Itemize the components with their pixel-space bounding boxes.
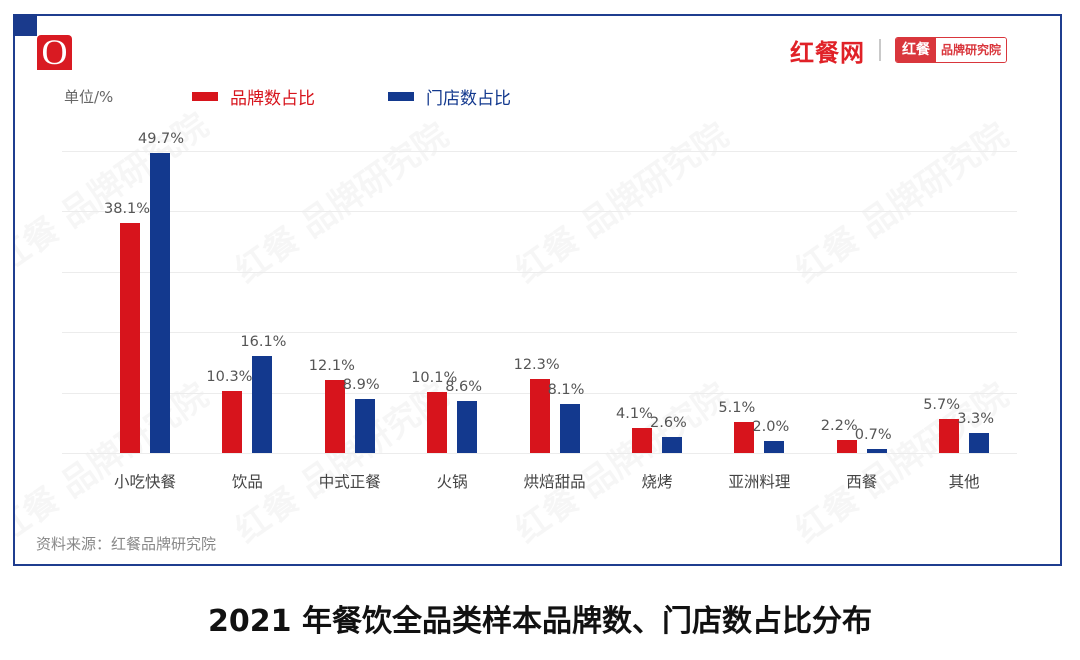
category-label: 中式正餐 (318, 473, 381, 491)
corner-accent (13, 14, 37, 36)
watermark: 红餐 品牌研究院 (504, 109, 737, 292)
data-label: 12.3% (513, 356, 560, 373)
category-label: 其他 (948, 473, 980, 491)
legend-item: 品牌数占比 (192, 84, 315, 109)
bar-brand-share (939, 418, 960, 453)
data-label: 2.0% (752, 418, 790, 435)
category-label: 火锅 (436, 473, 468, 491)
data-label: 12.1% (308, 357, 355, 374)
data-label: 10.3% (206, 368, 253, 385)
legend-label: 门店数占比 (426, 89, 511, 109)
gridline (62, 453, 1017, 454)
watermark: 红餐 品牌研究院 (15, 369, 216, 552)
data-label: 8.9% (342, 377, 380, 394)
category-label: 亚洲料理 (728, 473, 791, 491)
bar-store-share (969, 433, 990, 453)
bar-brand-share (836, 439, 857, 453)
source-note: 资料来源：红餐品牌研究院 (36, 535, 217, 553)
bar-brand-share (529, 378, 550, 453)
data-label: 2.2% (820, 417, 858, 434)
data-label: 16.1% (240, 333, 287, 350)
brand-institute-badge: 红餐 品牌研究院 (895, 37, 1008, 63)
gridline (62, 271, 1017, 273)
logo-icon: O (37, 34, 72, 70)
data-label: 8.1% (547, 382, 585, 399)
gridline (62, 151, 1017, 152)
category-label: 烘焙甜品 (523, 473, 586, 491)
bar-store-share (150, 152, 170, 453)
bar-brand-share (120, 222, 140, 453)
bar-store-share (662, 437, 682, 453)
chart-frame: 红餐 品牌研究院红餐 品牌研究院红餐 品牌研究院红餐 品牌研究院红餐 品牌研究院… (13, 14, 1062, 566)
unit-label: 单位/% (64, 88, 114, 106)
data-label: 3.3% (957, 411, 995, 428)
bar-store-share (354, 399, 375, 453)
data-label: 10.1% (411, 369, 458, 386)
bar-brand-share (734, 422, 755, 453)
data-label: 0.7% (854, 426, 892, 443)
watermark: 红餐 品牌研究院 (784, 109, 1017, 292)
bar-brand-share (427, 391, 448, 453)
data-label: 2.6% (650, 415, 687, 432)
bar-brand-share (632, 428, 652, 453)
legend-item: 门店数占比 (388, 84, 511, 109)
gridline (62, 332, 1017, 334)
data-label: 8.6% (445, 379, 483, 396)
bar-store-share (559, 404, 580, 453)
bar-brand-share (222, 390, 243, 453)
brand-badge-red: 红餐 (896, 38, 936, 62)
legend-swatch-icon (192, 92, 218, 101)
data-label: 5.1% (718, 400, 756, 417)
watermark: 红餐 品牌研究院 (224, 109, 457, 292)
bar-store-share (866, 448, 887, 453)
brand-badge-white: 品牌研究院 (936, 38, 1007, 62)
gridline (62, 211, 1017, 213)
bar-store-share (764, 440, 785, 453)
bar-brand-share (324, 379, 345, 453)
legend-swatch-icon (388, 92, 414, 101)
data-label: 5.7% (923, 396, 961, 413)
data-label: 49.7% (138, 130, 185, 147)
category-label: 烧烤 (641, 473, 673, 491)
data-label: 38.1% (104, 200, 151, 217)
category-label: 西餐 (846, 473, 878, 491)
category-label: 小吃快餐 (113, 473, 176, 491)
watermark: 红餐 品牌研究院 (784, 369, 1017, 552)
data-label: 4.1% (616, 406, 653, 423)
category-label: 饮品 (231, 473, 263, 491)
chart-title: 2021 年餐饮全品类样本品牌数、门店数占比分布 (208, 604, 872, 639)
watermark: 红餐 品牌研究院 (15, 99, 216, 282)
brand-name: 红餐网 (790, 38, 865, 67)
brand-divider (879, 39, 881, 61)
bar-store-share (457, 401, 478, 453)
bar-store-share (252, 355, 273, 453)
brand-logo-group: 红餐网 红餐 品牌研究院 (790, 30, 1008, 70)
legend-label: 品牌数占比 (230, 89, 315, 109)
